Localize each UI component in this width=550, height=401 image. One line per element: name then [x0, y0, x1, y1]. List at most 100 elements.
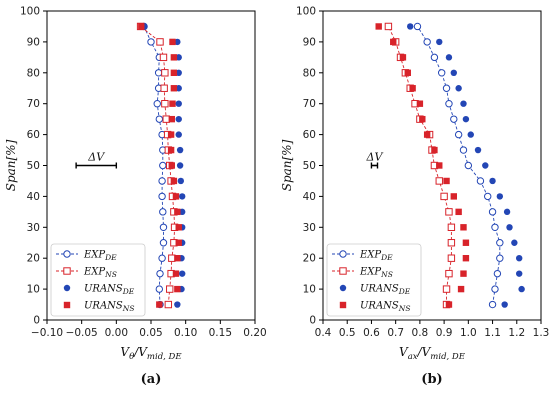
legend: EXPDE EXPNS URANSDE URANSNS [50, 243, 146, 317]
y-tick-label: 50 [303, 160, 316, 172]
data-point [179, 208, 186, 216]
y-tick-label: 0 [309, 315, 316, 327]
data-point [445, 269, 453, 278]
panel-label: (a) [141, 372, 162, 387]
y-tick-label: 10 [27, 284, 40, 296]
x-tick-label: 0.4 [315, 327, 332, 339]
x-tick-label: −0.10 [31, 327, 63, 339]
data-point [489, 177, 496, 185]
delta-v-label: ΔV [366, 151, 384, 164]
data-point [423, 38, 431, 46]
delta-v-label: ΔV [87, 151, 105, 164]
data-point [167, 146, 175, 154]
data-point [491, 285, 499, 293]
data-point [174, 285, 181, 293]
data-point [158, 254, 166, 262]
legend: EXPDE EXPNS URANSDE URANSNS [326, 243, 422, 317]
series-exp-de [413, 22, 504, 309]
data-point [436, 162, 443, 169]
data-point [159, 53, 168, 62]
data-point [177, 177, 185, 185]
data-point [443, 177, 450, 185]
data-point [511, 239, 518, 246]
data-point [445, 208, 453, 216]
data-point [436, 38, 443, 46]
data-point [164, 300, 173, 309]
y-axis-title: Span[%] [280, 139, 294, 191]
data-point [156, 269, 164, 278]
data-point [459, 146, 468, 154]
legend-label: EXPNS [83, 267, 117, 280]
data-point [518, 285, 525, 293]
data-point [435, 177, 443, 185]
data-point [174, 301, 181, 308]
data-point [460, 270, 467, 277]
x-tick-label: 0.9 [436, 327, 453, 339]
y-tick-label: 20 [303, 253, 316, 265]
y-tick-label: 70 [303, 98, 316, 110]
series-urans-ns [138, 23, 182, 308]
x-tick-label: 0.6 [363, 327, 380, 339]
y-tick-label: 0 [33, 315, 40, 327]
data-point [158, 177, 166, 185]
x-tick-label: 0.20 [243, 327, 266, 339]
data-point [460, 224, 467, 231]
y-tick-label: 50 [27, 160, 40, 172]
data-point [503, 208, 511, 216]
data-point [416, 100, 424, 107]
data-point [437, 69, 446, 77]
data-point [169, 100, 176, 107]
data-point [170, 69, 178, 76]
data-point [491, 223, 499, 232]
legend-marker [339, 284, 347, 292]
data-point [169, 38, 176, 46]
x-tick-label: 1.0 [460, 327, 477, 339]
data-point [457, 285, 465, 293]
data-point [482, 162, 489, 169]
data-point [172, 270, 180, 277]
data-point [484, 192, 492, 201]
legend-entry: URANSDE [339, 284, 411, 296]
chart-panel-a: −0.10 −0.05 0.00 0.05 0.10 0.15 0.20 0 10 20 30 40 5… [4, 6, 267, 388]
legend-label: EXPNS [359, 267, 393, 280]
data-point [450, 115, 458, 123]
data-point [445, 54, 453, 61]
x-tick-label: 1.3 [533, 327, 550, 339]
data-point [167, 131, 175, 138]
x-tick-label: 0.10 [174, 327, 197, 339]
x-tick-label: 0.5 [339, 327, 356, 339]
data-point [161, 100, 169, 108]
data-point [516, 270, 523, 277]
data-point [176, 146, 184, 154]
data-point [168, 254, 176, 262]
data-point [175, 115, 182, 123]
data-point [154, 69, 163, 77]
y-tick-label: 40 [27, 191, 40, 203]
data-point [447, 223, 456, 232]
data-point [179, 193, 186, 200]
data-point [158, 192, 166, 201]
data-point [170, 85, 178, 92]
data-point [474, 146, 482, 154]
legend-label: URANSDE [84, 284, 135, 297]
y-tick-label: 90 [27, 36, 40, 48]
data-point [488, 208, 497, 216]
data-point [390, 38, 397, 46]
data-point [174, 255, 181, 262]
data-point [445, 301, 453, 308]
data-point [476, 177, 485, 185]
y-tick-label: 30 [303, 222, 316, 234]
data-point [399, 54, 407, 61]
data-point [447, 254, 456, 262]
legend-marker [63, 284, 71, 292]
x-tick-label: 0.7 [387, 327, 404, 339]
data-point [442, 84, 451, 92]
x-tick-label: 0.8 [412, 327, 429, 339]
data-point [442, 285, 451, 293]
data-point [413, 22, 422, 31]
legend-entry: URANSNS [339, 301, 410, 313]
legend-marker [339, 250, 347, 258]
data-point [493, 269, 502, 278]
y-tick-label: 100 [296, 6, 316, 18]
legend-marker [63, 250, 71, 258]
